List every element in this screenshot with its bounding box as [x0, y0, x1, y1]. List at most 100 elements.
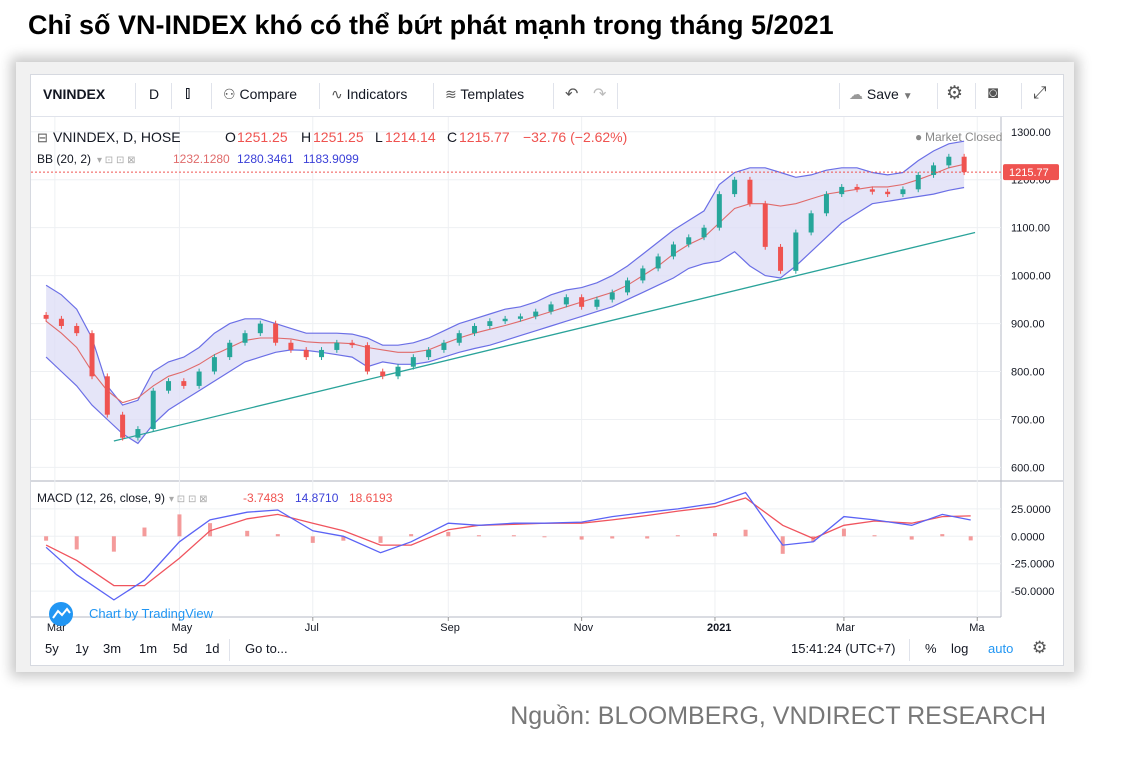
macd-histogram-bar [968, 536, 973, 541]
legend-symbol: VNINDEX, D, HOSE [53, 129, 181, 145]
last-price-badge-bg [1003, 164, 1059, 181]
macd-histogram-bar [743, 529, 748, 537]
status-dot-icon: ● [915, 130, 922, 144]
range-button-1m[interactable]: 1m [139, 641, 158, 656]
candle-body [839, 186, 845, 195]
chart-area[interactable]: 1300.001200.001100.001000.00900.00800.00… [31, 117, 1063, 635]
macd-histogram-bar [909, 536, 914, 540]
toolbar-divider [937, 83, 938, 109]
legend-open-label: O [225, 129, 236, 145]
chart-footer: 5y 1y 3m 1m 5d 1d Go to... 15:41:24 (UTC… [31, 635, 1063, 666]
go-to-button[interactable]: Go to... [245, 641, 288, 656]
bb-basis-value: 1232.1280 [173, 152, 230, 166]
candle-body [732, 179, 738, 195]
legend-low-value: 1214.14 [385, 129, 436, 145]
legend-low-label: L [375, 129, 383, 145]
save-button[interactable]: ☁ Save ▼ [849, 86, 913, 103]
candle-body [931, 165, 937, 175]
range-button-3m[interactable]: 3m [103, 641, 122, 656]
toolbar-divider [319, 83, 320, 109]
log-toggle[interactable]: log [951, 641, 969, 656]
toolbar-divider [617, 83, 618, 109]
auto-toggle[interactable]: auto [988, 641, 1014, 656]
undo-icon[interactable]: ↶ [565, 86, 579, 103]
macd-histogram-bar [409, 534, 414, 537]
gear-icon[interactable]: ⚙ [946, 83, 964, 104]
last-price-badge: 1215.77 [1003, 164, 1059, 181]
candle-body [885, 191, 891, 195]
footer-divider [909, 639, 910, 661]
market-status: Market Closed [925, 130, 1002, 144]
candle-body [104, 376, 110, 415]
indicator-menu-icon[interactable]: ▾ ⊡ ⊡ ⊠ [169, 494, 208, 505]
macd-histogram-bar [579, 536, 584, 540]
candle-body [257, 323, 263, 334]
candle-body [150, 390, 156, 430]
time-axis-tick-label: May [171, 622, 192, 634]
camera-icon[interactable]: ◙ [988, 83, 999, 102]
candle-body [961, 156, 967, 173]
indicators-button[interactable]: ∿ Indicators [331, 86, 407, 103]
compare-button[interactable]: ⚇ Compare [223, 86, 297, 103]
bollinger-basis-line [45, 163, 965, 404]
range-button-1d[interactable]: 1d [205, 641, 220, 656]
candle-body [625, 280, 631, 293]
candle-body [288, 342, 294, 350]
collapse-legend-icon[interactable]: ⊟ [37, 130, 48, 145]
macd-histogram-bar [275, 534, 280, 537]
macd-line [45, 491, 971, 601]
candle-body [364, 345, 370, 372]
bb-lower-value: 1183.9099 [303, 152, 359, 166]
indicators-icon: ∿ [331, 86, 343, 102]
macd-histogram-bar [111, 536, 116, 552]
watermark-text: Chart by TradingView [89, 606, 214, 621]
interval-button[interactable]: D [149, 86, 160, 102]
macd-signal-value: 18.6193 [349, 491, 393, 505]
macd-histogram-bar [542, 536, 547, 538]
fullscreen-icon[interactable]: ⤢ [1033, 83, 1047, 102]
candle-body [319, 349, 325, 358]
candle-body [594, 299, 600, 307]
range-button-5d[interactable]: 5d [173, 641, 188, 656]
macd-histogram-bar [208, 523, 213, 537]
candle-body [380, 371, 386, 377]
candle-body [120, 414, 126, 438]
macd-histogram-bar [74, 536, 79, 550]
candle-body [716, 194, 722, 228]
time-axis-tick-label: Mar [836, 622, 855, 634]
candle-body [823, 194, 829, 214]
bb-upper-value: 1280.3461 [237, 152, 294, 166]
bollinger-lower-line [45, 186, 965, 445]
tradingview-watermark[interactable]: Chart by TradingView [49, 602, 214, 626]
time-axis-tick-label: Ma [969, 622, 985, 634]
macd-histogram-bar [310, 536, 315, 543]
price-axis-tick-label: 700.00 [1011, 414, 1045, 426]
trendline [113, 231, 976, 442]
toolbar-divider [839, 83, 840, 109]
symbol-search-button[interactable]: VNINDEX [43, 86, 106, 102]
compare-icon: ⚇ [223, 86, 236, 102]
gear-icon[interactable]: ⚙ [1032, 638, 1048, 657]
candle-body [517, 316, 523, 319]
candle-body [808, 213, 814, 233]
macd-histogram-bar [675, 535, 680, 537]
toolbar-divider [171, 83, 172, 109]
macd-axis-tick-label: 25.0000 [1011, 504, 1051, 516]
clock-text[interactable]: 15:41:24 (UTC+7) [791, 641, 896, 656]
candle-body [227, 342, 233, 358]
candle-body [166, 381, 172, 391]
macd-histogram-bar [245, 530, 250, 537]
indicators-label: Indicators [346, 86, 408, 102]
range-button-1y[interactable]: 1y [75, 641, 89, 656]
candle-body [762, 203, 768, 247]
redo-icon[interactable]: ↷ [593, 86, 607, 103]
indicator-menu-icon[interactable]: ▾ ⊡ ⊡ ⊠ [97, 155, 136, 166]
range-button-5y[interactable]: 5y [45, 641, 59, 656]
templates-button[interactable]: ≋ Templates [445, 86, 524, 103]
macd-histogram-bar [341, 536, 346, 541]
percent-toggle[interactable]: % [925, 641, 937, 656]
candle-body [242, 333, 248, 343]
candle-style-icon[interactable]: ⫾ [185, 83, 191, 102]
candle-body [655, 256, 661, 269]
toolbar-divider [1021, 83, 1022, 109]
